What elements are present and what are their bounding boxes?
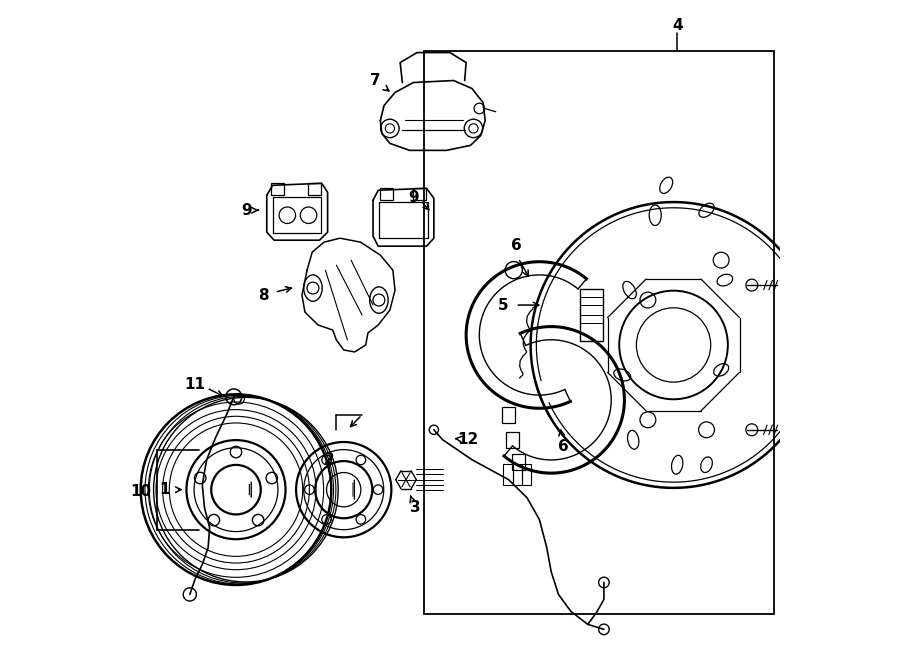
Bar: [513, 464, 522, 485]
Text: 12: 12: [458, 432, 479, 447]
Text: 7: 7: [370, 73, 381, 88]
Bar: [502, 407, 515, 423]
Text: 1: 1: [159, 482, 169, 497]
Bar: [308, 183, 321, 195]
Bar: [511, 454, 525, 469]
Bar: [424, 51, 774, 615]
Text: 6: 6: [558, 440, 569, 454]
Text: 4: 4: [672, 18, 682, 33]
Bar: [271, 183, 284, 195]
Bar: [522, 464, 531, 485]
Text: 11: 11: [184, 377, 205, 393]
Bar: [506, 432, 519, 447]
Text: 9: 9: [241, 203, 252, 217]
Text: 2: 2: [324, 452, 335, 467]
Bar: [503, 464, 513, 485]
Bar: [380, 188, 392, 200]
Text: 9: 9: [408, 190, 418, 205]
Text: 5: 5: [499, 297, 508, 313]
Text: 6: 6: [510, 238, 521, 253]
Text: 3: 3: [410, 500, 420, 515]
Text: 10: 10: [130, 484, 151, 499]
Bar: [580, 289, 603, 342]
Text: 8: 8: [257, 288, 268, 303]
Bar: [412, 188, 426, 200]
